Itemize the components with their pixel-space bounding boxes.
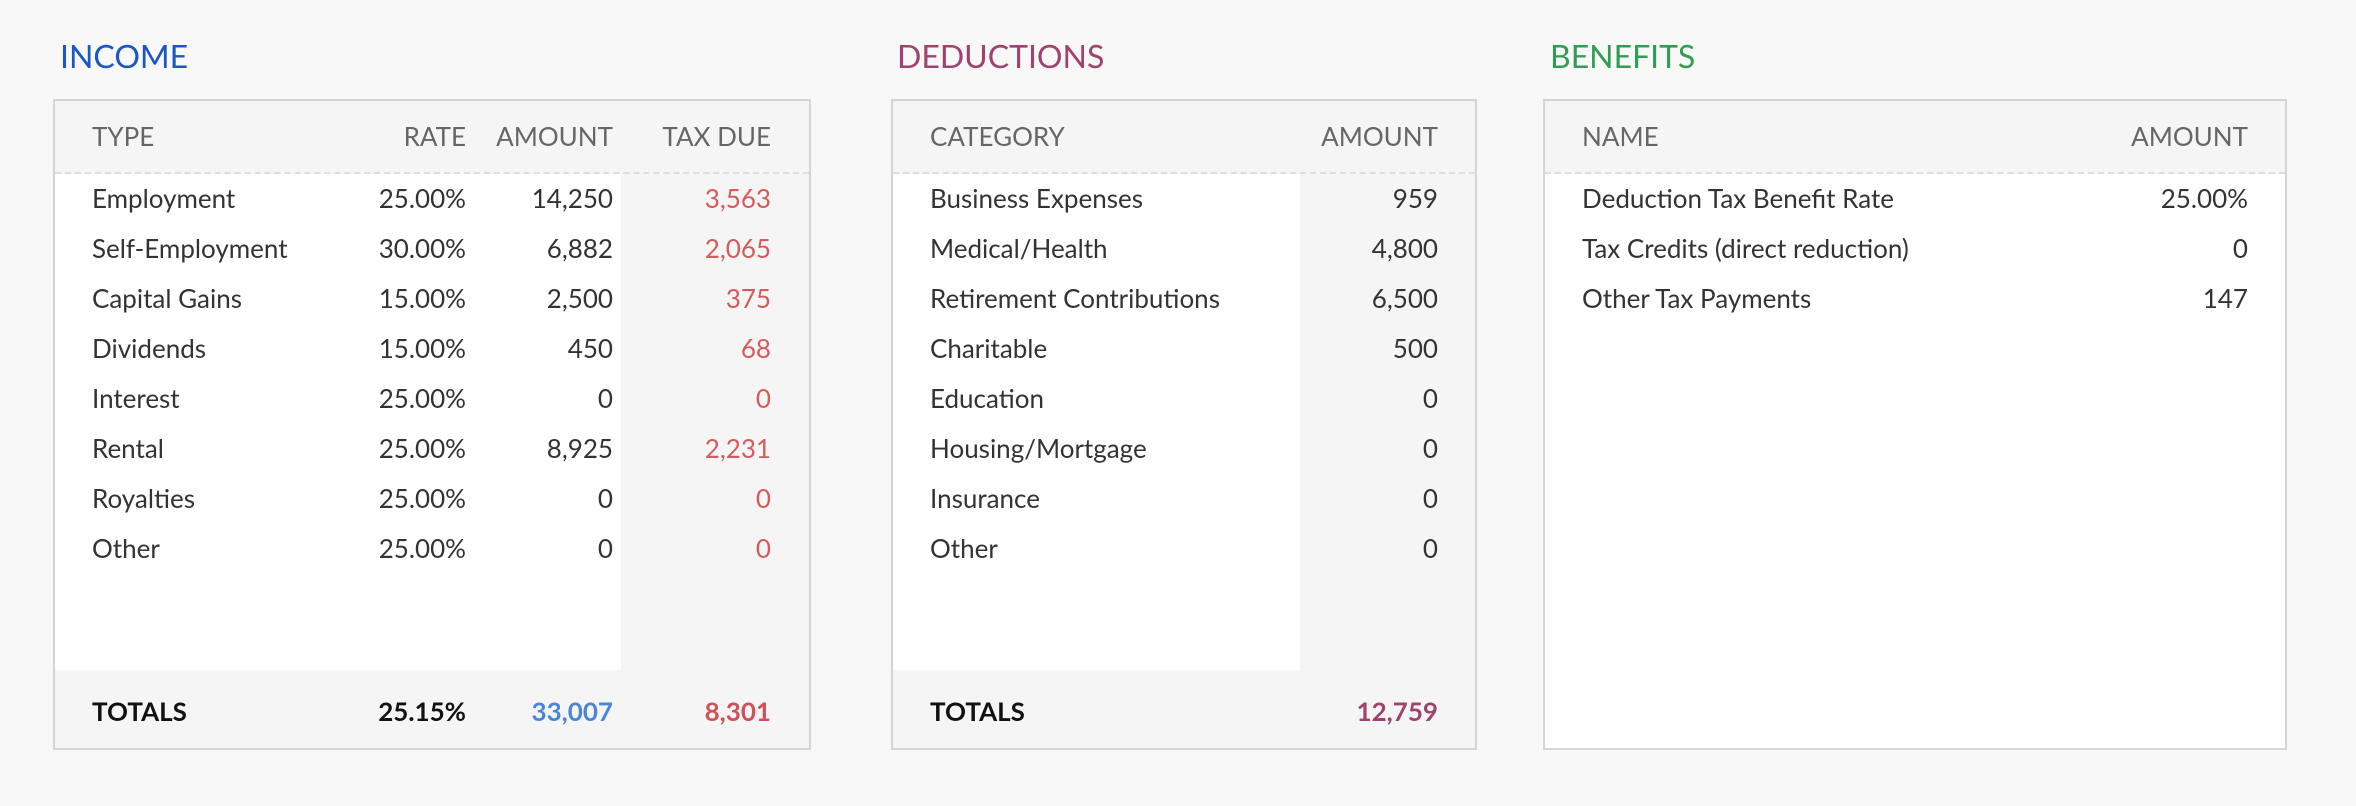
table-cell: 25.00% [378, 482, 466, 514]
table-cell: 15.00% [378, 282, 466, 314]
table-cell: 25.00% [378, 432, 466, 464]
table-cell: 0 [1422, 432, 1438, 464]
total-cell: 8,301 [704, 695, 771, 727]
table-cell: 0 [755, 382, 771, 414]
table-cell: 68 [740, 332, 771, 364]
column-shade [621, 101, 809, 748]
column-header: NAME [1582, 120, 1659, 152]
table-cell: 0 [597, 382, 613, 414]
total-cell: 33,007 [531, 695, 613, 727]
table-cell: Retirement Contributions [930, 282, 1220, 314]
table-cell: Insurance [930, 482, 1040, 514]
table-cell: 0 [597, 532, 613, 564]
column-header: AMOUNT [1321, 120, 1438, 152]
table-cell: 0 [1422, 382, 1438, 414]
table-cell: Other [92, 532, 160, 564]
totals-band [55, 670, 809, 748]
column-header: CATEGORY [930, 120, 1065, 152]
total-cell: TOTALS [930, 695, 1025, 727]
table-cell: 4,800 [1371, 232, 1438, 264]
table-cell: 6,882 [546, 232, 613, 264]
table-cell: 0 [755, 532, 771, 564]
table-cell: 25.00% [378, 182, 466, 214]
table-cell: Capital Gains [92, 282, 242, 314]
table-cell: 25.00% [378, 382, 466, 414]
table-cell: Tax Credits (direct reduction) [1582, 232, 1909, 264]
benefits-panel: NAME AMOUNT Deduction Tax Benefit Rate 25.0… [1543, 99, 2287, 750]
table-cell: 0 [1422, 482, 1438, 514]
table-cell: 3,563 [704, 182, 771, 214]
table-cell: 0 [1422, 532, 1438, 564]
totals-band [893, 670, 1475, 748]
table-cell: 15.00% [378, 332, 466, 364]
table-cell: 2,065 [704, 232, 771, 264]
benefits-title: BENEFITS [1550, 36, 1696, 75]
table-cell: 0 [2232, 232, 2248, 264]
table-cell: 8,925 [546, 432, 613, 464]
table-cell: Employment [92, 182, 236, 214]
table-cell: 0 [597, 482, 613, 514]
table-cell: Royalties [92, 482, 195, 514]
header-row [1545, 101, 2285, 174]
table-cell: Education [930, 382, 1044, 414]
table-cell: Housing/Mortgage [930, 432, 1147, 464]
table-cell: Deduction Tax Benefit Rate [1582, 182, 1894, 214]
income-panel: TYPE RATE AMOUNT TAX DUE Employment 25.00% 14,… [53, 99, 811, 750]
total-cell: TOTALS [92, 695, 187, 727]
table-cell: Medical/Health [930, 232, 1108, 264]
table-cell: 375 [725, 282, 771, 314]
total-cell: 25.15% [378, 695, 466, 727]
header-row [893, 101, 1475, 174]
table-cell: Self-Employment [92, 232, 288, 264]
table-cell: 0 [755, 482, 771, 514]
table-cell: Charitable [930, 332, 1048, 364]
table-cell: Other Tax Payments [1582, 282, 1812, 314]
deductions-title: DEDUCTIONS [897, 36, 1105, 75]
column-header: TYPE [92, 120, 155, 152]
column-header: RATE [403, 120, 466, 152]
table-cell: 500 [1392, 332, 1438, 364]
table-cell: 147 [2202, 282, 2248, 314]
table-cell: 2,500 [546, 282, 613, 314]
column-header: TAX DUE [662, 120, 771, 152]
table-cell: 30.00% [378, 232, 466, 264]
table-cell: 6,500 [1371, 282, 1438, 314]
total-cell: 12,759 [1356, 695, 1438, 727]
column-header: AMOUNT [2131, 120, 2248, 152]
table-cell: 25.00% [378, 532, 466, 564]
table-cell: 450 [567, 332, 613, 364]
table-cell: 959 [1392, 182, 1438, 214]
table-cell: Dividends [92, 332, 207, 364]
column-header: AMOUNT [496, 120, 613, 152]
deductions-panel: CATEGORY AMOUNT Business Expenses 959 Medica… [891, 99, 1477, 750]
table-cell: Other [930, 532, 998, 564]
table-cell: 2,231 [704, 432, 771, 464]
column-shade [1300, 101, 1475, 748]
income-title: INCOME [60, 36, 189, 75]
table-cell: Rental [92, 432, 164, 464]
header-row [55, 101, 809, 174]
table-cell: 14,250 [531, 182, 613, 214]
table-cell: 25.00% [2160, 182, 2248, 214]
table-cell: Interest [92, 382, 180, 414]
table-cell: Business Expenses [930, 182, 1143, 214]
